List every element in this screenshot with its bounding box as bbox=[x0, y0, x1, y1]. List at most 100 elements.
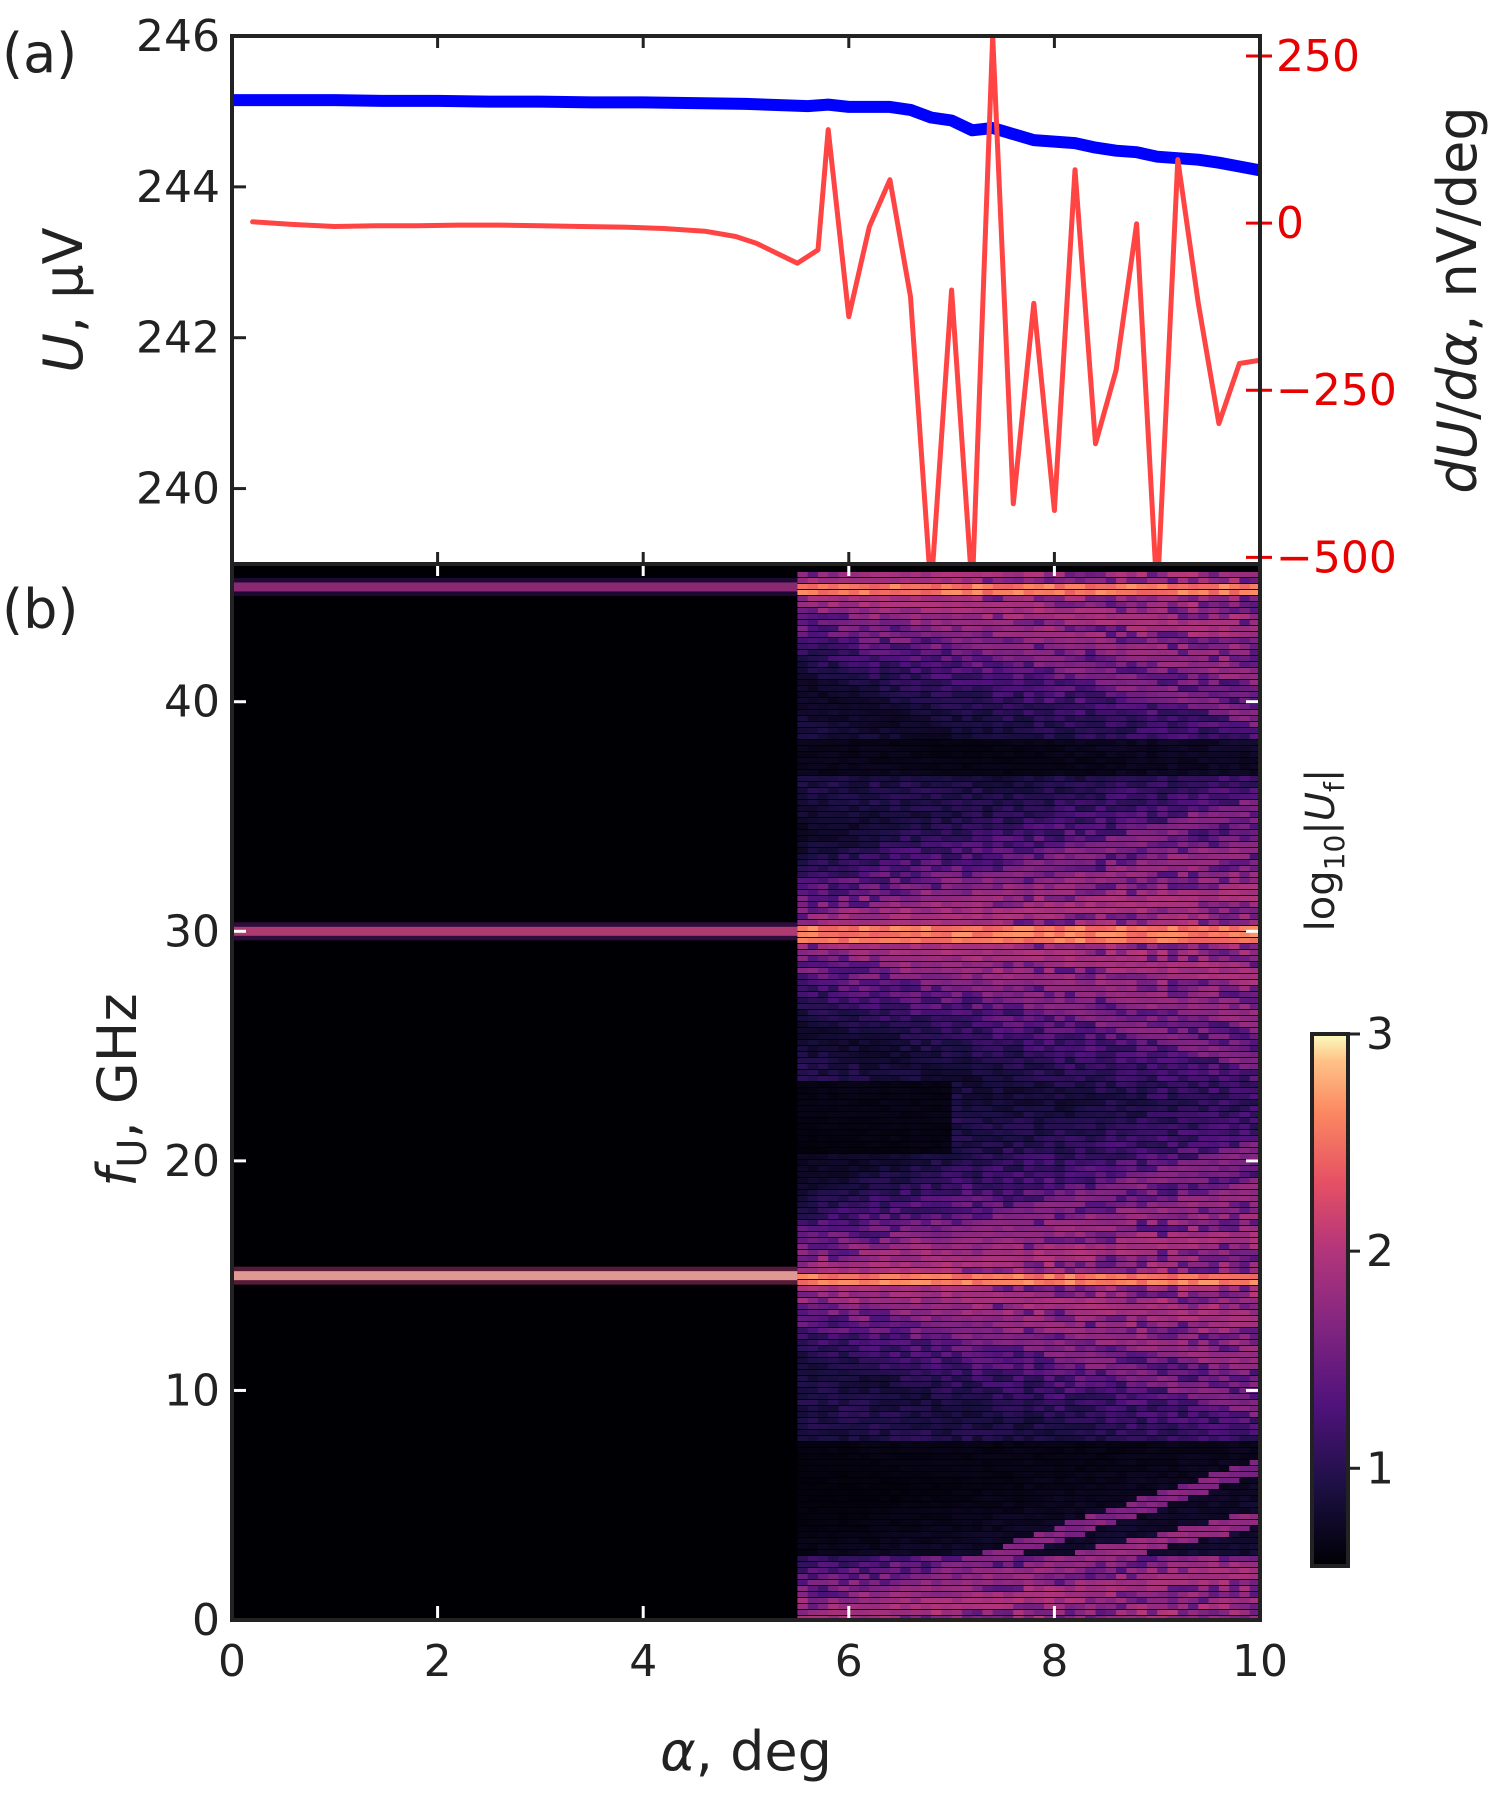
heatmap-cell bbox=[982, 1070, 994, 1075]
heatmap-cell bbox=[1003, 1508, 1014, 1513]
heatmap-cell bbox=[1033, 1028, 1045, 1033]
heatmap-cell bbox=[1054, 1262, 1066, 1267]
heatmap-cell bbox=[1044, 656, 1055, 661]
heatmap-cell bbox=[931, 1544, 942, 1549]
heatmap-cell bbox=[931, 1178, 942, 1183]
heatmap-cell bbox=[1023, 1574, 1035, 1579]
heatmap-cell bbox=[889, 1580, 901, 1585]
heatmap-cell bbox=[797, 872, 809, 877]
heatmap-cell bbox=[869, 1292, 881, 1297]
heatmap-cell bbox=[1033, 794, 1045, 799]
heatmap-cell bbox=[1054, 926, 1066, 931]
heatmap-cell bbox=[818, 626, 829, 631]
heatmap-cell bbox=[900, 890, 912, 895]
heatmap-cell bbox=[910, 1352, 922, 1357]
heatmap-cell bbox=[972, 1430, 984, 1435]
heatmap-cell bbox=[848, 1226, 860, 1231]
heatmap-cell bbox=[1075, 752, 1086, 757]
heatmap-cell bbox=[828, 734, 840, 739]
heatmap-cell bbox=[848, 626, 860, 631]
heatmap-cell bbox=[889, 950, 901, 955]
heatmap-cell bbox=[818, 1550, 829, 1555]
heatmap-cell bbox=[910, 860, 922, 865]
heatmap-cell bbox=[961, 1250, 973, 1255]
heatmap-cell bbox=[900, 848, 912, 853]
heatmap-cell bbox=[900, 788, 912, 793]
heatmap-cell bbox=[807, 1136, 819, 1141]
heatmap-cell bbox=[889, 638, 901, 643]
heatmap-cell bbox=[982, 728, 994, 733]
heatmap-cell bbox=[869, 1496, 881, 1501]
heatmap-cell bbox=[992, 1532, 1004, 1537]
heatmap-cell bbox=[1023, 776, 1035, 781]
heatmap-cell bbox=[1033, 1106, 1045, 1111]
heatmap-cell bbox=[1054, 914, 1066, 919]
heatmap-cell bbox=[920, 1058, 932, 1063]
heatmap-cell bbox=[879, 1118, 891, 1123]
heatmap-cells bbox=[232, 572, 1260, 1620]
heatmap-cell bbox=[982, 866, 994, 871]
heatmap-cell bbox=[920, 1532, 932, 1537]
heatmap-cell bbox=[900, 1220, 912, 1225]
heatmap-cell bbox=[992, 1268, 1004, 1273]
heatmap-cell bbox=[797, 752, 809, 757]
heatmap-cell bbox=[848, 650, 860, 655]
heatmap-cell bbox=[900, 884, 912, 889]
heatmap-cell bbox=[797, 740, 809, 745]
heatmap-cell bbox=[1064, 998, 1076, 1003]
heatmap-cell bbox=[859, 1442, 870, 1447]
heatmap-cell bbox=[1044, 1040, 1055, 1045]
heatmap-cell bbox=[1033, 1376, 1045, 1381]
heatmap-cell bbox=[900, 1484, 912, 1489]
heatmap-cell bbox=[869, 1196, 881, 1201]
heatmap-cell bbox=[859, 1010, 870, 1015]
heatmap-cell bbox=[1013, 1064, 1025, 1069]
heatmap-cell bbox=[961, 1436, 973, 1441]
heatmap-cell bbox=[838, 1250, 850, 1255]
heatmap-cell bbox=[910, 974, 922, 979]
heatmap-cell bbox=[920, 1508, 932, 1513]
heatmap-cell bbox=[797, 668, 809, 673]
heatmap-cell bbox=[920, 1226, 932, 1231]
heatmap-cell bbox=[961, 1046, 973, 1051]
heatmap-cell bbox=[1023, 1112, 1035, 1117]
heatmap-cell bbox=[807, 1274, 819, 1279]
heatmap-cell bbox=[972, 1010, 984, 1015]
heatmap-cell bbox=[889, 1244, 901, 1249]
heatmap-cell bbox=[1054, 1124, 1066, 1129]
heatmap-cell bbox=[869, 1454, 881, 1459]
heatmap-cell bbox=[818, 1346, 829, 1351]
heatmap-cell bbox=[1064, 986, 1076, 991]
heatmap-cell bbox=[838, 728, 850, 733]
heatmap-cell bbox=[941, 572, 953, 577]
heatmap-cell bbox=[1033, 878, 1045, 883]
heatmap-cell bbox=[972, 674, 984, 679]
heatmap-cell bbox=[992, 1292, 1004, 1297]
heatmap-cell bbox=[1033, 896, 1045, 901]
heatmap-cell bbox=[1064, 1058, 1076, 1063]
heatmap-cell bbox=[828, 608, 840, 613]
heatmap-cell bbox=[910, 794, 922, 799]
heatmap-cell bbox=[1044, 1604, 1055, 1609]
heatmap-cell bbox=[1023, 1028, 1035, 1033]
heatmap-cell bbox=[972, 716, 984, 721]
heatmap-cell bbox=[889, 1328, 901, 1333]
heatmap-cell bbox=[1054, 1340, 1066, 1345]
heatmap-cell bbox=[900, 764, 912, 769]
heatmap-cell bbox=[828, 818, 840, 823]
heatmap-cell bbox=[1033, 734, 1045, 739]
heatmap-cell bbox=[1013, 1274, 1025, 1279]
heatmap-cell bbox=[992, 1184, 1004, 1189]
heatmap-cell bbox=[879, 1442, 891, 1447]
heatmap-cell bbox=[1023, 1334, 1035, 1339]
heatmap-cell bbox=[1044, 1118, 1055, 1123]
heatmap-cell bbox=[828, 848, 840, 853]
heatmap-cell bbox=[1064, 638, 1076, 643]
heatmap-cell bbox=[1003, 1598, 1014, 1603]
heatmap-cell bbox=[1003, 860, 1014, 865]
heatmap-cell bbox=[900, 1424, 912, 1429]
heatmap-cell bbox=[859, 1514, 870, 1519]
heatmap-cell bbox=[1013, 734, 1025, 739]
heatmap-cell bbox=[818, 722, 829, 727]
heatmap-cell bbox=[920, 764, 932, 769]
